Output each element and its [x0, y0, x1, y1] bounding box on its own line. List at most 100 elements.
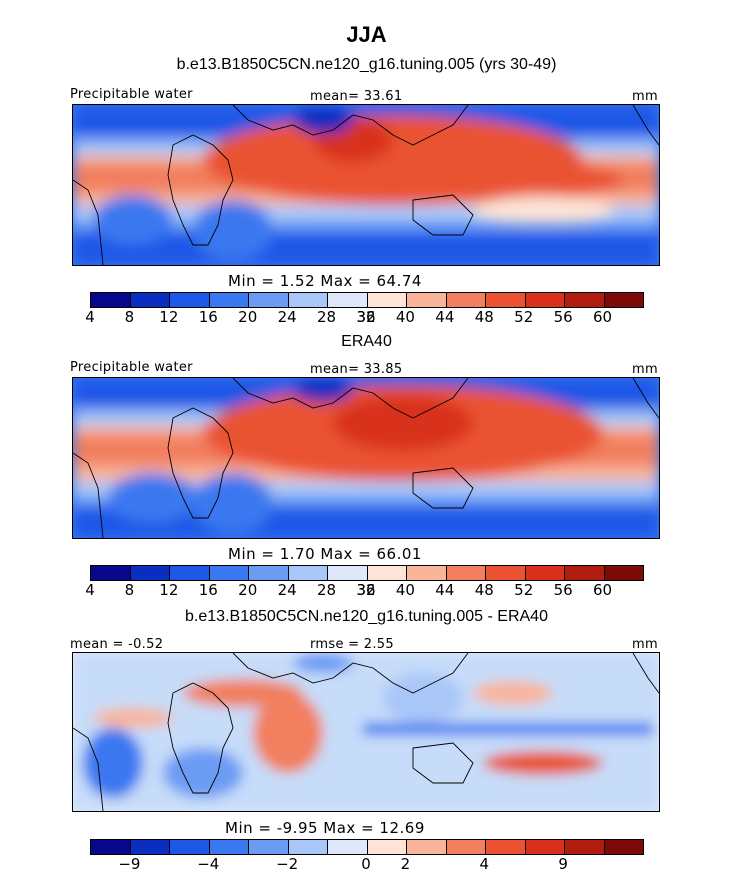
colorbar-swatch [486, 293, 526, 307]
colorbar-tick-label: 60 [593, 308, 613, 326]
colorbar-tick-label: 48 [474, 581, 494, 599]
colorbar-swatch [604, 840, 643, 854]
panel-2-units-label: mm [632, 362, 658, 377]
panel-2-minmax: Min = 1.70 Max = 66.01 [228, 545, 422, 563]
panel-3-mean-label: mean = -0.52 [70, 637, 164, 652]
panel-1-field [73, 105, 659, 265]
colorbar-swatch [170, 840, 210, 854]
colorbar-tick-label: 36 [356, 308, 376, 326]
colorbar-tick-label: 52 [514, 581, 534, 599]
colorbar-tick-label: 24 [277, 308, 297, 326]
colorbar-swatch [288, 566, 328, 580]
colorbar-tick-label: 0 [361, 855, 371, 873]
panel-3-units-label: mm [632, 637, 658, 652]
colorbar-tick-label: 32 [356, 581, 376, 599]
panel-2-colorbar [90, 565, 644, 581]
colorbar-swatch [209, 566, 249, 580]
colorbar-tick-label: 28 [317, 581, 337, 599]
colorbar-swatch [249, 566, 289, 580]
colorbar-swatch [249, 840, 289, 854]
colorbar-swatch [565, 566, 605, 580]
colorbar-swatch [130, 566, 170, 580]
colorbar-swatch [446, 566, 486, 580]
colorbar-swatch [209, 840, 249, 854]
colorbar-tick-label: 8 [124, 581, 135, 599]
panel-3-title: b.e13.B1850C5CN.ne120_g16.tuning.005 - E… [185, 608, 548, 625]
panel-3-colorbar [90, 839, 644, 855]
colorbar-swatch [446, 840, 486, 854]
colorbar-swatch [130, 293, 170, 307]
colorbar-tick-label: 60 [593, 581, 613, 599]
colorbar-tick-label: 56 [553, 308, 573, 326]
panel-3-field [73, 653, 659, 811]
colorbar-swatch [367, 566, 407, 580]
colorbar-swatch [407, 566, 447, 580]
colorbar-swatch [328, 566, 368, 580]
panel-1-colorbar [90, 292, 644, 308]
panel-1-colorbar-ticks: 4 8 12 16 20 24 28 32 36 40 44 48 52 56 60 [85, 308, 642, 328]
colorbar-tick-label: 28 [317, 308, 337, 326]
colorbar-swatch [565, 293, 605, 307]
colorbar-swatch [446, 293, 486, 307]
colorbar-tick-label: 4 [85, 581, 95, 599]
colorbar-tick-label: 12 [159, 308, 179, 326]
colorbar-tick-label: 12 [159, 581, 179, 599]
panel-3-minmax: Min = -9.95 Max = 12.69 [225, 819, 425, 837]
colorbar-tick-label: 48 [474, 308, 494, 326]
colorbar-swatch [249, 293, 289, 307]
colorbar-swatch [367, 293, 407, 307]
panel-2-title: ERA40 [341, 333, 392, 350]
colorbar-swatch [130, 840, 170, 854]
colorbar-swatch [170, 293, 210, 307]
panel-1-mean-label: mean= 33.61 [310, 89, 403, 104]
colorbar-tick-label: 4 [85, 308, 95, 326]
colorbar-tick-label: 4 [479, 855, 490, 873]
colorbar-tick-label: −9 [118, 855, 141, 873]
colorbar-tick-label: 9 [558, 855, 568, 873]
colorbar-swatch [367, 840, 407, 854]
panel-1-minmax: Min = 1.52 Max = 64.74 [228, 272, 422, 290]
colorbar-swatch [288, 840, 328, 854]
colorbar-swatch [604, 293, 643, 307]
colorbar-swatch [407, 840, 447, 854]
colorbar-swatch [328, 293, 368, 307]
colorbar-swatch [486, 840, 526, 854]
panel-3-map [72, 652, 660, 812]
colorbar-tick-label: 24 [277, 581, 297, 599]
panel-1-title: b.e13.B1850C5CN.ne120_g16.tuning.005 (yr… [176, 56, 557, 73]
colorbar-swatch [525, 840, 565, 854]
main-title: JJA [346, 22, 387, 47]
colorbar-tick-label: 36 [356, 581, 376, 599]
colorbar-swatch [565, 840, 605, 854]
panel-2-colorbar-ticks: 4 8 12 16 20 24 28 32 36 40 44 48 52 56 60 [85, 581, 642, 601]
colorbar-swatch [407, 293, 447, 307]
colorbar-tick-label: −2 [276, 855, 299, 873]
colorbar-tick-label: −4 [197, 855, 220, 873]
panel-3-colorbar-ticks: −9 −4 −2 0 2 4 9 [90, 855, 642, 875]
colorbar-tick-label: 44 [435, 308, 455, 326]
panel-2-mean-label: mean= 33.85 [310, 362, 403, 377]
panel-1-map [72, 104, 660, 266]
panel-2-map [72, 377, 660, 539]
colorbar-swatch [209, 293, 249, 307]
colorbar-tick-label: 40 [395, 308, 415, 326]
colorbar-swatch [91, 293, 131, 307]
colorbar-tick-label: 16 [198, 308, 218, 326]
colorbar-swatch [91, 840, 131, 854]
colorbar-swatch [486, 566, 526, 580]
panel-1-units-label: mm [632, 89, 658, 104]
colorbar-swatch [91, 566, 131, 580]
panel-3-rmse-label: rmse = 2.55 [310, 637, 394, 652]
panel-2-field [73, 378, 659, 538]
panel-1-variable-label: Precipitable water [70, 87, 193, 102]
colorbar-tick-label: 56 [553, 581, 573, 599]
colorbar-swatch [288, 293, 328, 307]
colorbar-tick-label: 2 [400, 855, 411, 873]
colorbar-tick-label: 20 [238, 308, 258, 326]
colorbar-tick-label: 52 [514, 308, 534, 326]
colorbar-swatch [328, 840, 368, 854]
colorbar-tick-label: 40 [395, 581, 415, 599]
colorbar-swatch [525, 566, 565, 580]
panel-2-variable-label: Precipitable water [70, 360, 193, 375]
colorbar-tick-label: 8 [124, 308, 135, 326]
